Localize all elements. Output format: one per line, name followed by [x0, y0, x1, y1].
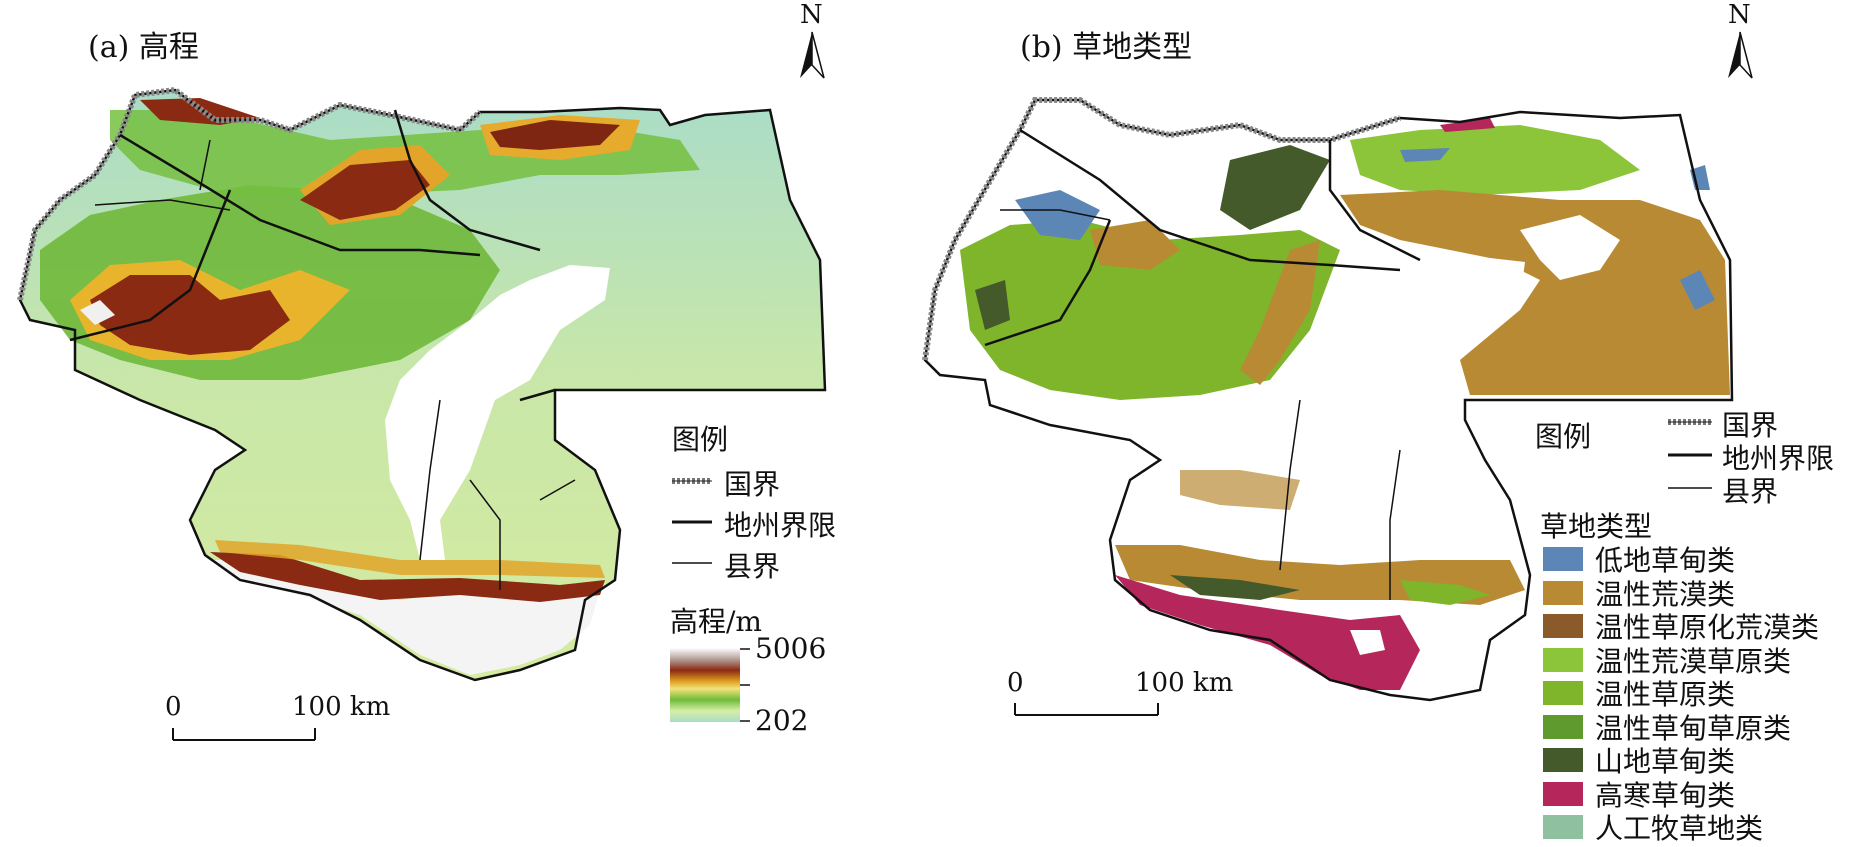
legend-class-label: 温性草原类 — [1595, 678, 1736, 711]
legend-swatch — [1543, 547, 1583, 571]
north-label-b: N — [1728, 0, 1751, 30]
legend-class-label: 温性草甸草原类 — [1595, 711, 1792, 745]
legend-national-border-b: 国界 — [1722, 409, 1779, 442]
scale-start-a: 0 — [165, 692, 182, 722]
legend-national-border-a: 国界 — [724, 468, 781, 501]
panel-b-title: (b) 草地类型 — [1020, 30, 1193, 65]
legend-swatch — [1543, 714, 1583, 739]
legend-class-label: 山地草甸类 — [1595, 745, 1736, 778]
north-arrow-b — [1728, 31, 1753, 79]
elevation-scale-bar — [670, 648, 740, 722]
north-label-a: N — [800, 0, 823, 30]
legend-class-label: 温性荒漠草原类 — [1595, 644, 1792, 678]
scale-end-a: 100 km — [292, 692, 391, 722]
legend-prefecture-boundary-a: 地州界限 — [724, 509, 837, 542]
legend-swatch — [1543, 647, 1583, 672]
elevation-min-label: 202 — [755, 704, 809, 737]
legend-class-label: 低地草甸类 — [1595, 544, 1736, 577]
legend-swatch — [1543, 781, 1583, 806]
legend-county-boundary-a: 县界 — [724, 550, 781, 583]
legend-title-a: 图例 — [672, 423, 729, 456]
legend-swatch — [1543, 681, 1583, 705]
north-arrow-a — [800, 31, 825, 79]
legend-class-label: 高寒草甸类 — [1595, 778, 1736, 812]
legend-county-boundary-b: 县界 — [1722, 475, 1779, 508]
elevation-max-label: 5006 — [755, 632, 827, 665]
scale-start-b: 0 — [1007, 668, 1024, 698]
legend-title-b: 图例 — [1535, 420, 1592, 453]
elevation-map — [17, 31, 827, 741]
legend-class-label: 人工牧草地类 — [1595, 812, 1764, 845]
scale-end-b: 100 km — [1135, 668, 1234, 698]
scale-bar-a — [172, 728, 316, 741]
panel-a-title: (a) 高程 — [88, 30, 199, 65]
legend-swatch — [1543, 580, 1583, 605]
legend-swatch — [1543, 614, 1583, 638]
legend-swatch — [1543, 748, 1583, 772]
lake-area-a — [385, 265, 610, 560]
grassland-map — [922, 31, 1753, 716]
legend-class-label: 温性草原化荒漠类 — [1595, 611, 1820, 644]
legend-class-label: 温性荒漠类 — [1595, 577, 1736, 611]
legend-swatch — [1543, 815, 1583, 839]
scale-bar-b — [1014, 703, 1159, 716]
grassland-legend-title: 草地类型 — [1540, 510, 1653, 543]
legend-prefecture-boundary-b: 地州界限 — [1722, 442, 1835, 475]
elevation-legend-title: 高程/m — [670, 605, 762, 638]
